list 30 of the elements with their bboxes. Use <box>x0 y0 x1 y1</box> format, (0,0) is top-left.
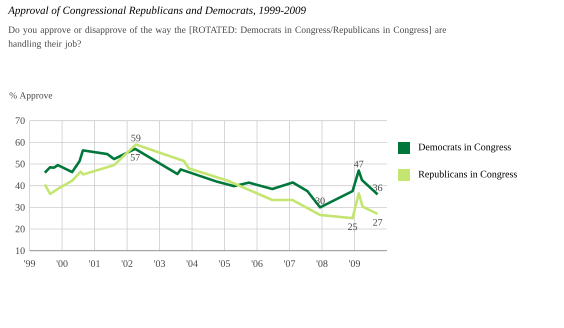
x-tick-label: '01 <box>89 260 100 267</box>
x-tick-label: '02 <box>122 260 132 267</box>
annotation: 36 <box>373 184 382 192</box>
annotation: 57 <box>130 154 140 161</box>
y-axis-title: % Approve <box>10 92 52 101</box>
annotation: 30 <box>316 197 325 204</box>
legend-label: Democrats in Congress <box>418 144 511 152</box>
y-tick-label: 60 <box>16 139 25 146</box>
annotation: 27 <box>373 219 382 226</box>
chart-title: Approval of Congressional Republicans and Democrats, 1999-2009 <box>8 6 306 16</box>
x-tick-label: '04 <box>186 260 198 267</box>
y-tick-label: 10 <box>16 247 25 254</box>
x-tick-label: '08 <box>316 260 328 267</box>
x-tick-label: '00 <box>56 260 68 267</box>
x-tick-label: '09 <box>349 260 360 267</box>
x-tick-label: '03 <box>154 260 166 267</box>
y-tick-label: 50 <box>16 160 25 168</box>
annotation: 25 <box>348 223 358 230</box>
chart-subtitle: Do you approve or disapprove of the way the [ROTATED: Democrats in Congress/Republicans in Congress] are handling their job? <box>8 26 446 49</box>
legend-label: Republicans in Congress <box>418 170 517 180</box>
x-tick-label: '99 <box>24 260 36 267</box>
annotation: 59 <box>131 134 140 142</box>
y-tick-label: 40 <box>15 182 25 190</box>
x-tick-label: '06 <box>252 260 263 267</box>
x-tick-label: '07 <box>284 260 296 267</box>
annotation: 47 <box>354 160 364 168</box>
y-tick-label: 70 <box>16 117 25 124</box>
x-tick-label: '05 <box>219 260 230 267</box>
y-tick-label: 30 <box>16 204 25 211</box>
y-tick-label: 20 <box>16 226 25 232</box>
